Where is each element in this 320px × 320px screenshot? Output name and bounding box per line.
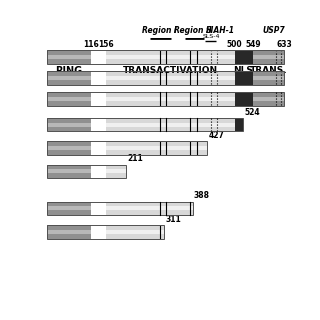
Bar (47, 118, 91, 132)
Bar (253, 76, 284, 80)
Bar (47, 225, 164, 239)
Text: 156: 156 (98, 40, 114, 49)
Text: Region I: Region I (142, 26, 177, 35)
Bar (47, 71, 284, 84)
Bar (253, 97, 284, 101)
Bar (47, 202, 91, 215)
Bar (235, 118, 244, 132)
Bar (47, 71, 91, 84)
Bar (47, 202, 193, 215)
Bar (235, 92, 253, 106)
Bar (47, 206, 193, 211)
Bar (47, 141, 207, 155)
Bar (47, 169, 126, 173)
Bar (47, 97, 91, 101)
Text: 311: 311 (165, 215, 181, 224)
Text: 427: 427 (208, 131, 224, 140)
Bar (47, 169, 91, 173)
Bar (47, 92, 284, 106)
Text: TRANSACTIVATION: TRANSACTIVATION (123, 66, 218, 75)
Bar (47, 165, 126, 178)
Bar (47, 165, 126, 178)
Text: NLS: NLS (234, 66, 253, 75)
Text: Region II: Region II (174, 26, 212, 35)
Bar (91, 225, 106, 239)
Bar (253, 92, 284, 106)
Bar (47, 230, 91, 234)
Bar (47, 206, 91, 211)
Text: USP7: USP7 (262, 26, 285, 35)
Text: SIAH-1: SIAH-1 (206, 26, 235, 35)
Text: SLS-4: SLS-4 (203, 34, 220, 39)
Bar (91, 202, 106, 215)
Bar (47, 202, 193, 215)
Bar (235, 71, 253, 84)
Bar (47, 141, 91, 155)
Bar (47, 71, 284, 84)
Text: 524: 524 (245, 108, 260, 116)
Bar (47, 76, 91, 80)
Bar (47, 123, 91, 127)
Bar (91, 92, 106, 106)
Bar (47, 92, 284, 106)
Text: TRANS.: TRANS. (250, 66, 287, 75)
Text: 549: 549 (245, 40, 261, 49)
Text: 633: 633 (276, 40, 292, 49)
Bar (235, 50, 253, 64)
Text: RING: RING (56, 66, 83, 76)
Bar (253, 71, 284, 84)
Bar (47, 50, 284, 64)
Text: 211: 211 (128, 155, 143, 164)
Bar (47, 146, 207, 150)
Text: 500: 500 (227, 40, 242, 49)
Bar (47, 225, 164, 239)
Bar (91, 118, 106, 132)
Text: 116: 116 (83, 40, 99, 49)
Bar (91, 71, 106, 84)
Bar (47, 92, 91, 106)
Bar (47, 97, 284, 101)
Bar (47, 50, 91, 64)
Bar (47, 146, 91, 150)
Bar (253, 55, 284, 59)
Bar (47, 50, 284, 64)
Bar (47, 141, 207, 155)
Bar (47, 55, 284, 59)
Bar (47, 165, 91, 178)
Bar (47, 230, 164, 234)
Bar (47, 118, 244, 132)
Bar (91, 50, 106, 64)
Bar (47, 76, 284, 80)
Bar (91, 165, 106, 178)
Bar (47, 118, 244, 132)
Text: 388: 388 (194, 191, 210, 200)
Bar (47, 123, 244, 127)
Bar (47, 225, 91, 239)
Bar (91, 141, 106, 155)
Bar (253, 50, 284, 64)
Bar (47, 55, 91, 59)
